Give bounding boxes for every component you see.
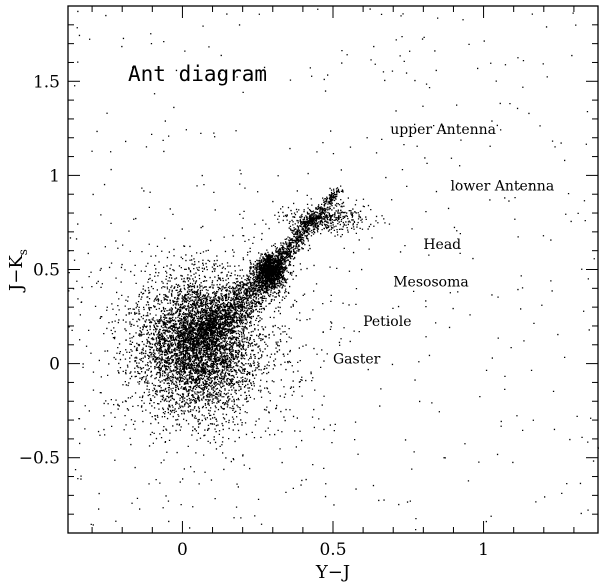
axis-ticks: 0 0.5 1 −0.5 0 0.5 1 1.5 (19, 6, 598, 560)
y-tick-label: 1 (49, 166, 60, 186)
annotation-head: Head (423, 237, 461, 253)
y-axis-title-main: J−K (6, 255, 27, 293)
y-tick-label: −0.5 (19, 449, 60, 469)
x-tick-label: 0 (177, 540, 188, 560)
data-points (68, 8, 599, 531)
annotation-upper-antenna: upper Antenna (390, 122, 496, 138)
annotation-mesosoma: Mesosoma (393, 274, 468, 290)
y-tick-label: 0 (49, 355, 60, 375)
annotation-gaster: Gaster (333, 352, 381, 368)
x-tick-label: 1 (478, 540, 489, 560)
annotation-lower-antenna: lower Antenna (450, 178, 554, 194)
chart-title: Ant diagram (128, 62, 267, 86)
annotation-petiole: Petiole (363, 314, 411, 330)
y-tick-label: 0.5 (33, 261, 60, 281)
y-axis-title: J−Ks (6, 249, 30, 293)
y-axis-title-sub: s (16, 249, 30, 255)
annotation-labels: upper Antenna lower Antenna Head Mesosoma Pe… (333, 122, 554, 368)
x-tick-label: 0.5 (319, 540, 346, 560)
scatter-points (68, 8, 599, 531)
y-tick-label: 1.5 (33, 72, 60, 92)
x-axis-title: Y−J (315, 562, 350, 583)
